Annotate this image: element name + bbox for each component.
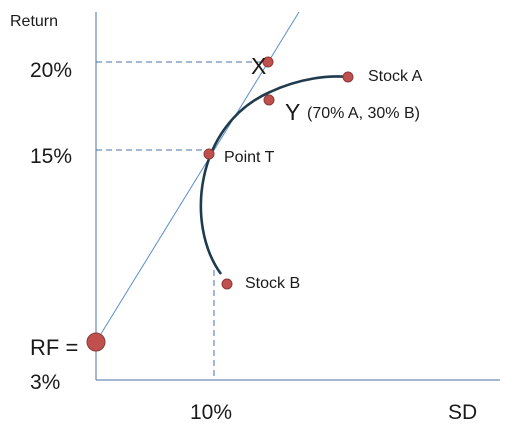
- risk-free-label: RF =: [30, 335, 79, 360]
- risk-free-marker: [86, 332, 106, 352]
- capital-allocation-line: [95, 11, 300, 343]
- stock-a-marker: [342, 71, 354, 83]
- point-t-marker: [203, 148, 215, 160]
- y-tick-15: 15%: [30, 145, 73, 168]
- x-axis-title: SD: [448, 401, 478, 424]
- point-y-label: Y: [285, 99, 301, 125]
- y-axis-title: Return: [10, 13, 59, 30]
- y-tick-20: 20%: [30, 59, 73, 82]
- stock-b-marker: [221, 278, 233, 290]
- point-t-label: Point T: [224, 149, 275, 166]
- stock-a-label: Stock A: [368, 68, 423, 85]
- efficient-frontier-curve: [199, 75, 349, 275]
- stock-b-label: Stock B: [245, 275, 301, 292]
- risk-free-value: 3%: [30, 371, 61, 394]
- point-y-marker: [263, 94, 275, 106]
- x-tick-10: 10%: [190, 401, 233, 424]
- point-y-description: (70% A, 30% B): [307, 105, 420, 122]
- point-x-marker: [262, 56, 274, 68]
- point-x-label: X: [251, 53, 267, 79]
